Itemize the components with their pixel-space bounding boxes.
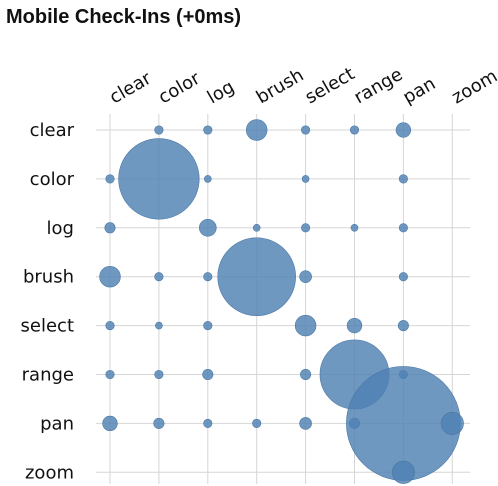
y-tick-label-zoom: zoom [25, 462, 74, 483]
bubble-select-pan [397, 320, 409, 332]
y-tick-label-clear: clear [30, 120, 75, 141]
bubble-range-select [300, 368, 312, 381]
bubble-log-pan [398, 223, 408, 233]
bubble-select-range [346, 317, 363, 334]
bubble-brush-select [299, 270, 312, 284]
chart-title: Mobile Check-Ins (+0ms) [6, 6, 242, 28]
x-tick-label-log: log [204, 76, 238, 108]
x-tick-label-zoom: zoom [448, 66, 498, 109]
bubble-range-color [154, 369, 164, 380]
bubble-clear-pan [395, 122, 412, 138]
bubble-color-clear [105, 174, 115, 184]
bubble-color-pan [398, 174, 408, 184]
bubble-clear-range [349, 125, 360, 135]
bubble-pan-brush [252, 418, 262, 428]
bubble-log-select [301, 223, 311, 233]
bubble-brush-log [203, 272, 213, 282]
bubble-pan-select [299, 417, 312, 430]
bubble-log-log [199, 219, 217, 237]
bubble-brush-pan [398, 272, 408, 282]
bubble-log-range [350, 224, 359, 232]
bubble-brush-color [154, 272, 164, 282]
x-tick-label-brush: brush [253, 65, 308, 109]
x-tick-label-pan: pan [399, 73, 439, 108]
x-tick-label-color: color [155, 68, 204, 109]
bubble-clear-brush [245, 119, 268, 141]
bubble-select-log [203, 321, 213, 331]
x-tick-label-range: range [351, 64, 407, 108]
bubble-brush-brush [217, 237, 296, 316]
bubble-color-select [301, 175, 310, 183]
bubble-color-log [204, 175, 212, 183]
y-tick-label-log: log [47, 218, 74, 239]
bubble-pan-zoom [440, 411, 464, 435]
y-tick-label-brush: brush [23, 267, 74, 288]
bubble-color-color [118, 138, 200, 220]
bubble-log-clear [104, 222, 116, 234]
x-tick-label-select: select [302, 63, 359, 108]
bubble-pan-clear [102, 415, 118, 432]
x-tick-label-clear: clear [106, 68, 155, 109]
bubble-range-clear [105, 369, 115, 380]
bubble-pan-log [203, 418, 213, 428]
bubble-clear-log [203, 125, 213, 135]
bubble-range-log [202, 368, 214, 381]
bubble-pan-color [153, 417, 165, 429]
bubble-select-select [294, 314, 317, 337]
bubble-zoom-pan [391, 460, 415, 484]
y-tick-label-select: select [21, 316, 74, 337]
bubble-select-color [155, 321, 163, 330]
y-tick-label-pan: pan [40, 413, 74, 434]
bubble-log-brush [252, 224, 261, 232]
bubble-clear-select [301, 125, 311, 135]
y-tick-label-range: range [22, 365, 74, 386]
bubble-brush-clear [99, 265, 121, 288]
bubble-layer [99, 119, 464, 484]
bubble-select-clear [105, 321, 115, 331]
bubble-clear-color [154, 125, 164, 135]
y-tick-label-color: color [30, 169, 75, 190]
